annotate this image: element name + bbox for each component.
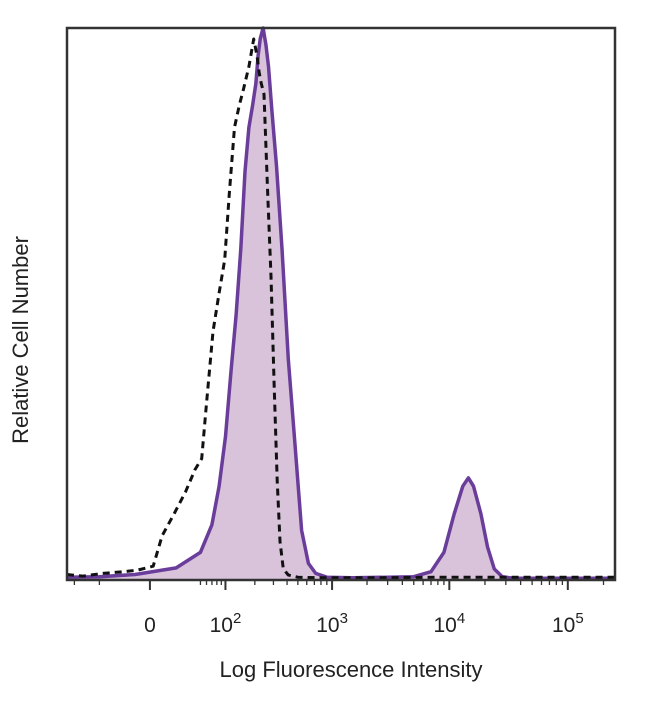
- x-tick-label: 0: [144, 614, 156, 637]
- x-axis-title: Log Fluorescence Intensity: [220, 657, 483, 682]
- series-0-fill: [67, 28, 615, 580]
- x-tick-label: 103: [316, 610, 348, 637]
- x-tick-label: 102: [210, 610, 242, 637]
- series-0-line: [66, 26, 615, 581]
- x-tick-label: 105: [552, 610, 584, 637]
- series-1-dashed-line: [66, 37, 615, 580]
- x-tick-label: 104: [433, 610, 465, 637]
- plot-area: [66, 26, 615, 581]
- y-axis-title: Relative Cell Number: [8, 236, 33, 444]
- x-axis-ticks: 0 102 103 104 105: [73, 580, 605, 637]
- plot-frame: [65, 26, 617, 582]
